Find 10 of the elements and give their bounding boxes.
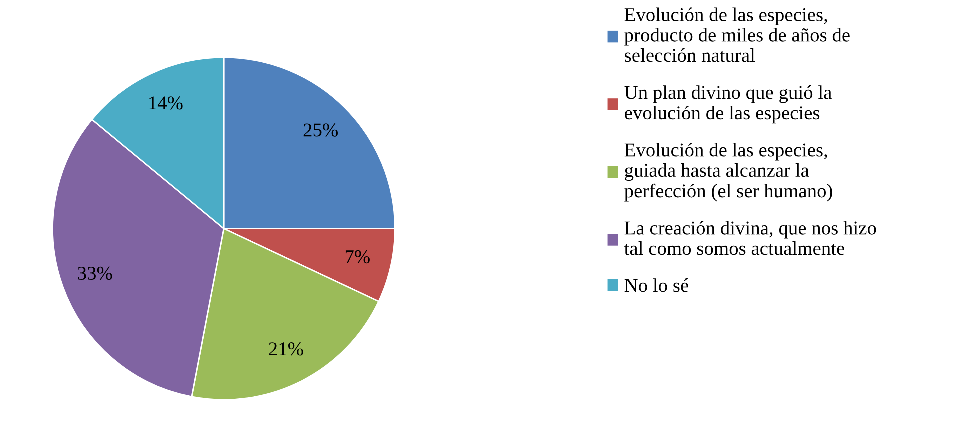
data-label: 25% [304, 124, 338, 137]
data-label: 33% [78, 266, 112, 280]
legend-label: Evolución de las especies, producto de miles de años de selección natural [624, 8, 850, 62]
data-label: 21% [269, 342, 304, 356]
legend-label: No lo sé [624, 278, 688, 292]
legend-label: Un plan divino que guió la evolución de las especies [624, 86, 832, 124]
data-label: 7% [346, 250, 370, 264]
legend-label: La creación divina, que nos hizo tal como somos actualmente [624, 221, 876, 256]
data-label: 14% [150, 96, 183, 110]
legend-label: Evolución de las especies, guiada hasta alcanzar la perfección (el ser humano) [624, 143, 832, 202]
